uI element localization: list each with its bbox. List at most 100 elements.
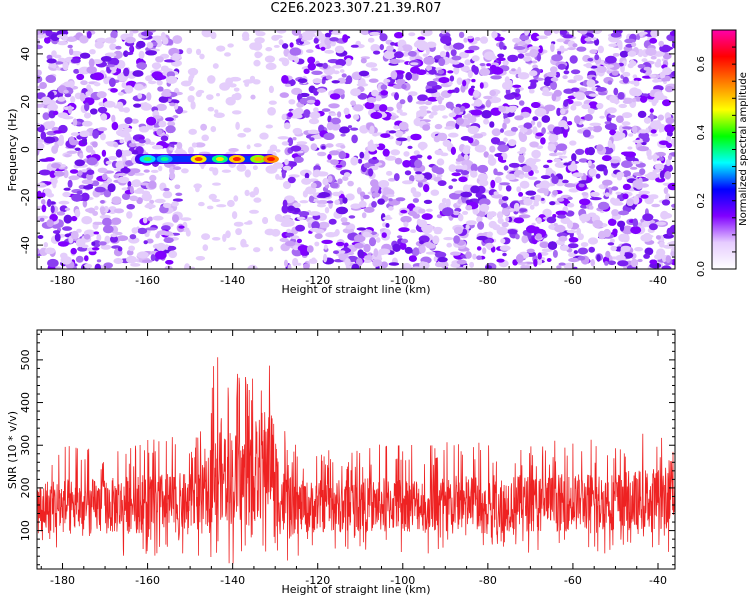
heatmap-cell [93, 231, 100, 235]
heatmap-cell [536, 121, 542, 128]
heatmap-cell [622, 183, 632, 191]
heatmap-cell [554, 162, 567, 168]
heatmap-cell [414, 159, 423, 169]
heatmap-cell [213, 112, 225, 118]
heatmap-cell [103, 262, 113, 269]
heatmap-x-ticks: -180 -160 -140 -120 -100 -80 -60 -40 [40, 30, 667, 287]
heatmap-cell [617, 92, 625, 100]
heatmap-cell [56, 34, 68, 39]
heatmap-cell [553, 158, 562, 163]
heatmap-cell [523, 172, 530, 178]
heatmap-cell [471, 64, 477, 73]
heatmap-cell [529, 79, 539, 83]
heatmap-cell [345, 225, 353, 230]
heatmap-cell [568, 252, 577, 258]
heatmap-cell [648, 223, 658, 231]
heatmap-cell [328, 218, 337, 225]
heatmap-cell [345, 193, 355, 201]
heatmap-cell [655, 151, 666, 157]
heatmap-cell [465, 220, 477, 226]
heatmap-cell [630, 226, 642, 235]
heatmap-cell [350, 100, 356, 106]
heatmap-cell [231, 211, 238, 220]
heatmap-cell [282, 180, 292, 190]
heatmap-cell [590, 259, 595, 267]
heatmap-cell [74, 147, 81, 151]
heatmap-cell [537, 258, 542, 266]
heatmap-cell [335, 58, 347, 67]
heatmap-x-tick-label: -40 [649, 274, 667, 287]
heatmap-cell [437, 69, 445, 75]
heatmap-cell [341, 73, 347, 78]
heatmap-cell [644, 247, 654, 256]
heatmap-cell [176, 54, 182, 59]
heatmap-cell [537, 252, 542, 260]
heatmap-cell [549, 201, 556, 206]
heatmap-cell [59, 164, 67, 168]
heatmap-cell [91, 241, 96, 246]
heatmap-cell [663, 187, 669, 195]
heatmap-cell [342, 227, 355, 234]
heatmap-cell [375, 95, 382, 102]
heatmap-cell [567, 243, 579, 249]
heatmap-cell [597, 201, 610, 210]
heatmap-cell [247, 220, 253, 225]
heatmap-cell [602, 179, 613, 186]
heatmap-cell [462, 80, 467, 87]
heatmap-cell [611, 70, 619, 76]
heatmap-cell [115, 173, 127, 177]
snr-x-tick-label: -80 [479, 574, 497, 587]
heatmap-cell [437, 180, 447, 186]
heatmap-cell [665, 85, 674, 93]
heatmap-cell [654, 253, 663, 260]
heatmap-cell [662, 99, 671, 107]
heatmap-cell [128, 142, 137, 148]
heatmap-cell [441, 197, 448, 204]
colorbar-tick-label: 0.6 [696, 56, 707, 72]
heatmap-cell [498, 198, 503, 205]
heatmap-cell [342, 197, 348, 204]
heatmap-cell [517, 53, 525, 59]
heatmap-cell [52, 230, 61, 234]
heatmap-cell [284, 158, 289, 166]
heatmap-cell [69, 169, 79, 174]
heatmap-cell [358, 70, 370, 77]
heatmap-cell [618, 210, 629, 216]
heatmap-cell [88, 58, 95, 68]
heatmap-cell [253, 59, 261, 67]
heatmap-cell [494, 176, 502, 183]
heatmap-cell [377, 198, 385, 205]
heatmap-cell [558, 262, 566, 266]
figure-title: C2E6.2023.307.21.39.R07 [270, 1, 442, 16]
heatmap-cell [151, 62, 162, 70]
heatmap-cell [661, 265, 672, 269]
heatmap-cell [580, 242, 589, 247]
heatmap-cell [517, 66, 522, 75]
heatmap-cell [118, 123, 130, 129]
heatmap-cell [298, 211, 310, 217]
heatmap-cell [504, 130, 516, 137]
heatmap-cell [539, 241, 550, 249]
heatmap-cell [306, 33, 316, 38]
heatmap-cell [132, 70, 144, 77]
heatmap-cell [288, 99, 296, 105]
heatmap-cell [253, 197, 262, 203]
heatmap-cell [279, 92, 289, 98]
heatmap-cell [638, 132, 650, 140]
heatmap-cell [345, 75, 353, 85]
heatmap-cell [562, 34, 574, 39]
heatmap-cell [572, 43, 578, 48]
heatmap-cell [342, 34, 349, 43]
heatmap-cell [607, 260, 617, 266]
heatmap-cell [608, 43, 618, 47]
heatmap-cell [608, 114, 616, 118]
heatmap-cell [557, 50, 562, 56]
heatmap-cell [606, 107, 617, 114]
heatmap-cell [100, 133, 106, 141]
heatmap-cell [83, 263, 93, 269]
snr-y-tick-label: 100 [19, 520, 32, 541]
heatmap-cell [79, 92, 86, 102]
heatmap-cell [120, 167, 131, 174]
heatmap-cell [410, 187, 417, 194]
heatmap-cell [655, 95, 668, 101]
